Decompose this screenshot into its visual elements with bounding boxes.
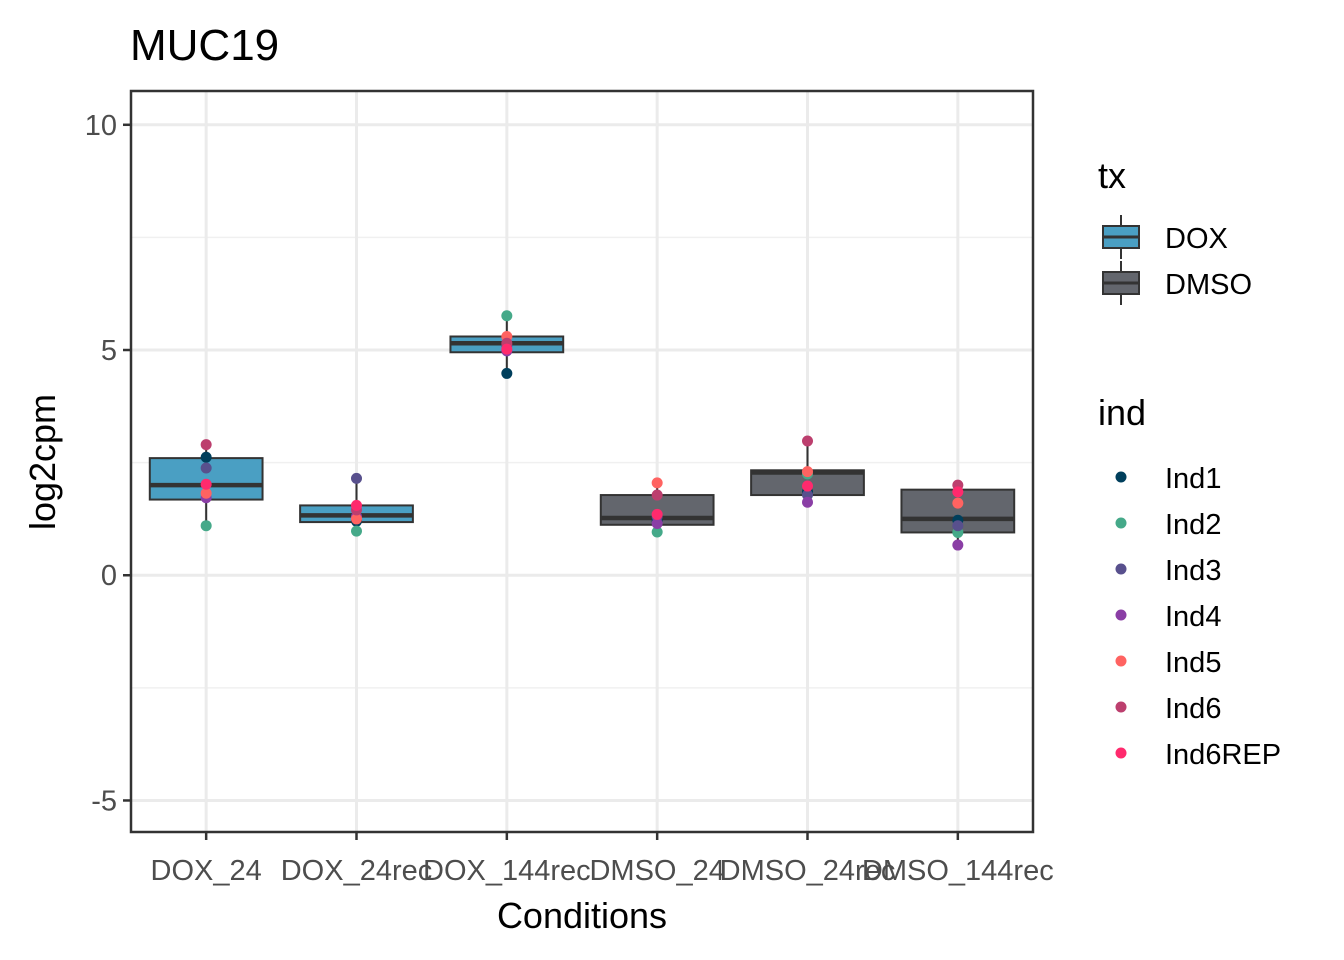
point-Ind1 — [200, 451, 212, 463]
y-tick-label: 5 — [101, 335, 117, 367]
point-Ind4 — [952, 539, 964, 551]
y-axis-title: log2cpm — [22, 394, 63, 530]
legend-ind-title: ind — [1098, 392, 1146, 433]
x-tick-label: DMSO_24rec — [720, 855, 896, 887]
legend-key-point — [1115, 747, 1127, 759]
chart-title: MUC19 — [130, 21, 279, 70]
legend-key-point — [1115, 609, 1127, 621]
point-Ind3 — [200, 462, 212, 474]
legend-ind-label: Ind1 — [1165, 463, 1221, 495]
point-Ind4 — [802, 496, 813, 508]
point-Ind6REP — [200, 478, 212, 490]
legend-tx-entry-DMSO: DMSO — [1102, 261, 1252, 305]
legend-tx-entry-DOX: DOX — [1102, 215, 1228, 259]
legend-key-point — [1115, 471, 1127, 483]
point-Ind6REP — [351, 499, 362, 511]
point-Ind4 — [651, 517, 663, 529]
legend-ind-entry-Ind1: Ind1 — [1115, 463, 1221, 495]
point-Ind5 — [802, 466, 813, 478]
point-Ind5 — [952, 497, 964, 509]
point-Ind6 — [802, 435, 813, 447]
point-Ind6REP — [651, 508, 663, 520]
legend-ind-entry-Ind5: Ind5 — [1115, 647, 1221, 679]
point-Ind3 — [351, 472, 362, 484]
y-tick-label: 10 — [85, 110, 117, 142]
point-Ind1 — [501, 367, 513, 379]
x-tick-label: DMSO_24 — [589, 855, 724, 887]
x-axis-title: Conditions — [497, 895, 667, 936]
point-Ind5 — [351, 513, 362, 525]
legend-ind-label: Ind6 — [1165, 693, 1221, 725]
legend-tx: tx DOX DMSO — [1098, 155, 1252, 305]
point-Ind6REP — [501, 343, 513, 355]
legend-ind-label: Ind6REP — [1165, 739, 1281, 771]
point-Ind2 — [200, 520, 212, 532]
legend-ind-label: Ind5 — [1165, 647, 1221, 679]
legend-key-point — [1115, 517, 1127, 529]
legend-key-point — [1115, 701, 1127, 713]
legend-ind-label: Ind2 — [1165, 509, 1221, 541]
panel-background — [131, 91, 1033, 832]
point-Ind6REP — [952, 486, 964, 498]
legend-ind: ind Ind1 Ind2 Ind3 Ind4 Ind5 Ind6 Ind6REP — [1098, 392, 1281, 771]
x-tick-label: DOX_24 — [151, 855, 262, 887]
legend-tx-label: DMSO — [1165, 269, 1252, 301]
x-axis-ticks: DOX_24 DOX_24recDOX_144recDMSO_24DMSO_24r… — [151, 832, 1054, 887]
point-Ind2 — [501, 310, 513, 322]
point-Ind5 — [651, 477, 663, 489]
legend-ind-entry-Ind4: Ind4 — [1115, 601, 1221, 633]
legend-ind-entry-Ind2: Ind2 — [1115, 509, 1221, 541]
x-tick-label: DMSO_144rec — [862, 855, 1054, 887]
point-Ind6 — [200, 439, 212, 451]
legend-ind-label: Ind3 — [1165, 555, 1221, 587]
legend-tx-title: tx — [1098, 155, 1126, 196]
legend-ind-entry-Ind3: Ind3 — [1115, 555, 1221, 587]
legend-key-point — [1115, 563, 1127, 575]
legend-ind-label: Ind4 — [1165, 601, 1221, 633]
y-tick-label: -5 — [91, 785, 117, 817]
point-Ind6 — [651, 489, 663, 501]
legend-ind-entry-Ind6REP: Ind6REP — [1115, 739, 1281, 771]
x-tick-label: DOX_24rec — [281, 855, 433, 887]
legend-ind-entry-Ind6: Ind6 — [1115, 693, 1221, 725]
point-Ind2 — [351, 525, 362, 537]
plot-panel — [129, 89, 1035, 834]
legend-key-point — [1115, 655, 1127, 667]
point-Ind3 — [952, 520, 964, 532]
point-Ind5 — [200, 487, 212, 499]
x-tick-label: DOX_144rec — [423, 855, 591, 887]
point-Ind2 — [651, 526, 663, 538]
panel-border — [129, 89, 1035, 834]
y-tick-label: 0 — [101, 560, 117, 592]
legend-tx-label: DOX — [1165, 223, 1228, 255]
y-axis-ticks: -5 0 5 10 — [85, 110, 131, 817]
point-Ind6REP — [802, 480, 813, 492]
